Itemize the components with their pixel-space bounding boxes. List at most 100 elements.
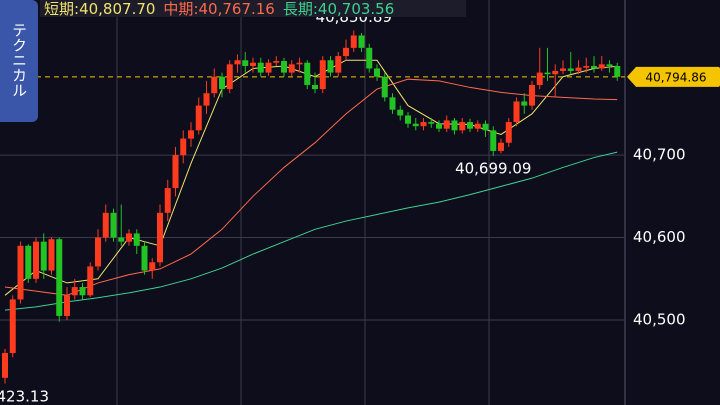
candle-body	[436, 123, 442, 129]
candle-body	[544, 72, 551, 75]
candle-body	[265, 62, 272, 73]
y-tick-label: 40,700	[633, 146, 686, 164]
candle-body	[451, 120, 458, 131]
candle-body	[126, 233, 132, 242]
candle-body	[64, 295, 70, 316]
candle-body	[358, 35, 365, 48]
tab-bg[interactable]	[0, 0, 38, 122]
candle-body	[529, 84, 535, 106]
candle-body	[48, 239, 55, 271]
legend-value: 40,767.16	[199, 0, 275, 18]
candle-body	[467, 122, 473, 129]
candle-body	[288, 64, 295, 73]
candle-body	[505, 122, 512, 143]
candle-body	[606, 64, 613, 66]
candle-body	[110, 212, 117, 238]
candle-body	[234, 60, 241, 65]
candle-body	[87, 266, 94, 296]
y-tick-label: 40,600	[633, 228, 686, 246]
candle-body	[242, 60, 249, 66]
candle-body	[25, 245, 32, 279]
candle-body	[521, 101, 528, 106]
candle-body	[296, 62, 303, 65]
legend-sep: :	[313, 0, 318, 18]
candle-body	[56, 239, 63, 316]
candle-body	[459, 122, 466, 131]
candle-body	[95, 237, 101, 267]
legend-name: 中期	[163, 0, 193, 18]
candle-body	[219, 76, 225, 90]
candle-body	[9, 299, 16, 354]
candle-body	[211, 76, 218, 94]
legend-value: 40,807.70	[79, 0, 155, 18]
annotation: 40,699.09	[455, 159, 531, 177]
candle-body	[591, 65, 597, 69]
ma-line	[4, 78, 618, 296]
candle-body	[203, 93, 210, 106]
candle-body	[312, 84, 318, 90]
candle-body	[335, 56, 342, 73]
candle-body	[381, 76, 388, 98]
candle-body	[157, 212, 163, 263]
candle-body	[343, 47, 349, 57]
tab-label[interactable]: テクニカル	[10, 23, 28, 98]
candle-body	[118, 237, 125, 242]
candle-body	[482, 123, 489, 131]
candle-body	[412, 123, 419, 127]
candle-body	[498, 142, 504, 151]
candle-body	[567, 68, 574, 71]
candle-body	[397, 109, 404, 116]
candle-body	[273, 61, 280, 63]
candle-body	[257, 62, 264, 73]
candle-body	[614, 65, 621, 77]
y-tick-label: 40,500	[633, 311, 686, 329]
ma-line	[4, 151, 618, 311]
candle-body	[420, 122, 427, 127]
price-tag	[627, 66, 720, 87]
candle-body	[304, 62, 311, 85]
time-grid	[116, 0, 490, 405]
candle-body	[71, 287, 78, 296]
candle-body	[164, 188, 171, 213]
candle-body	[366, 47, 373, 69]
candle-body	[133, 233, 140, 246]
candle-body	[172, 155, 179, 189]
candle-body	[474, 123, 481, 129]
candle-body	[17, 245, 24, 300]
candle-body	[79, 287, 86, 296]
candle-body	[560, 68, 566, 71]
candle-body	[405, 115, 411, 124]
candle-body	[575, 67, 582, 71]
candles	[2, 30, 621, 384]
candle-body	[327, 60, 334, 73]
candle-body	[149, 262, 156, 271]
candle-body	[281, 61, 287, 73]
candle-body	[374, 68, 380, 77]
legend-name: 長期	[283, 0, 313, 18]
legend: 短期:40,807.70 中期:40,767.16 長期:40,703.56	[44, 0, 394, 18]
candle-body	[552, 70, 559, 75]
candle-body	[188, 130, 194, 139]
candle-body	[250, 62, 256, 66]
candle-body	[443, 120, 450, 129]
candle-body	[350, 35, 357, 48]
candle-body	[389, 97, 396, 110]
candle-body	[226, 64, 233, 90]
candle-body	[428, 122, 435, 124]
candle-body	[180, 138, 187, 156]
candle-body	[490, 130, 497, 151]
candle-body	[2, 353, 8, 378]
legend-name: 短期	[44, 0, 74, 18]
candle-body	[598, 64, 605, 69]
candle-body	[102, 212, 109, 238]
side-tab[interactable]: テクニカル	[0, 0, 38, 122]
annotation: 40,423.13	[0, 388, 49, 405]
legend-value: 40,703.56	[318, 0, 394, 18]
candle-body	[583, 65, 590, 68]
candle-body	[141, 245, 148, 271]
candle-body	[319, 60, 326, 90]
candle-body	[33, 241, 39, 279]
